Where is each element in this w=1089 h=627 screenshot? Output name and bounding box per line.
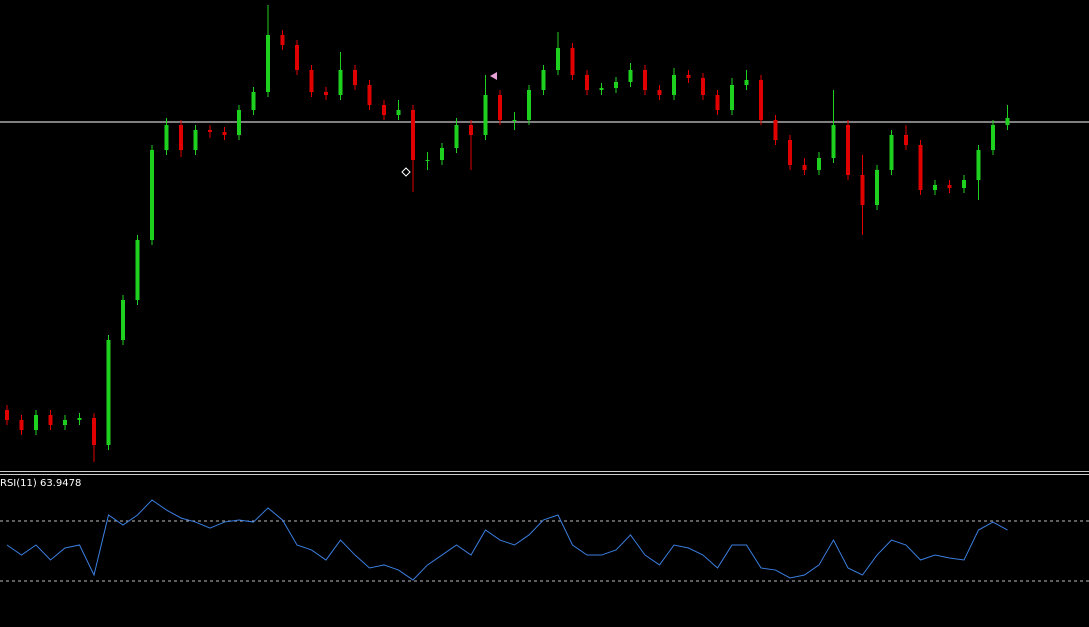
candle-body	[599, 88, 604, 90]
candle-body	[338, 70, 343, 95]
candle-body	[469, 125, 473, 135]
candle-body	[77, 418, 82, 420]
candle-body	[701, 78, 705, 95]
candle-body	[135, 240, 140, 300]
candle-body	[904, 135, 908, 145]
candle-body	[643, 70, 647, 90]
candle-body	[570, 48, 575, 75]
candle-body	[962, 180, 966, 188]
candle-body	[686, 75, 691, 78]
candle-body	[92, 418, 96, 445]
rsi-line	[6, 499, 1008, 581]
candle-body	[309, 70, 314, 92]
candle-body	[193, 130, 198, 150]
candle-body	[976, 150, 981, 180]
candle-body	[251, 92, 256, 110]
candle-body	[324, 92, 328, 95]
candle-body	[237, 110, 241, 135]
candle-body	[715, 95, 720, 110]
candle-body	[744, 80, 749, 85]
candle-body	[585, 75, 589, 90]
candle-body	[48, 415, 53, 425]
candle-body	[208, 130, 212, 132]
candle-body	[382, 105, 386, 115]
candle-body	[150, 150, 154, 240]
candle-body	[367, 85, 372, 105]
candle-body	[266, 35, 270, 92]
candle-body	[179, 125, 183, 150]
candle-body	[353, 70, 357, 85]
candle-body	[440, 148, 444, 160]
chart-marks	[0, 5, 1089, 582]
candle-body	[889, 135, 894, 170]
candle-body	[802, 165, 807, 170]
candle-body	[657, 90, 662, 95]
candle-body	[396, 110, 401, 115]
candle-body	[498, 95, 502, 120]
candle-body	[991, 125, 995, 150]
candle-body	[730, 85, 734, 110]
candle-body	[527, 90, 531, 120]
candle-body	[831, 125, 836, 158]
candle-body	[947, 185, 952, 188]
indicator-title: RSI(11) 63.9478	[0, 478, 81, 489]
arrow-marker	[401, 167, 411, 177]
candle-body	[106, 340, 111, 445]
candle-body	[164, 125, 169, 150]
candle-body	[628, 70, 633, 82]
candle-body	[556, 48, 560, 70]
candle-body	[425, 160, 430, 161]
candle-body	[541, 70, 546, 90]
arrow-marker	[490, 72, 497, 80]
candle-body	[454, 125, 459, 148]
candle-body	[672, 75, 676, 95]
candle-body	[846, 125, 850, 175]
candle-body	[512, 120, 517, 121]
candle-body	[411, 110, 415, 160]
candle-body	[918, 145, 923, 190]
candle-body	[788, 140, 792, 165]
candle-body	[222, 132, 227, 135]
candle-body	[860, 175, 865, 205]
candle-body	[933, 185, 937, 190]
candle-body	[19, 420, 24, 430]
candle-body	[295, 45, 299, 70]
candle-body	[5, 410, 9, 420]
candle-body	[280, 35, 285, 45]
candle-body	[614, 82, 618, 88]
candle-body	[483, 95, 488, 135]
candle-body	[817, 158, 821, 170]
candle-body	[63, 420, 67, 425]
candle-body	[773, 120, 778, 140]
candle-body	[34, 415, 38, 430]
candle-body	[875, 170, 879, 205]
candle-body	[1005, 118, 1010, 125]
candle-body	[121, 300, 125, 340]
candle-body	[759, 80, 763, 120]
